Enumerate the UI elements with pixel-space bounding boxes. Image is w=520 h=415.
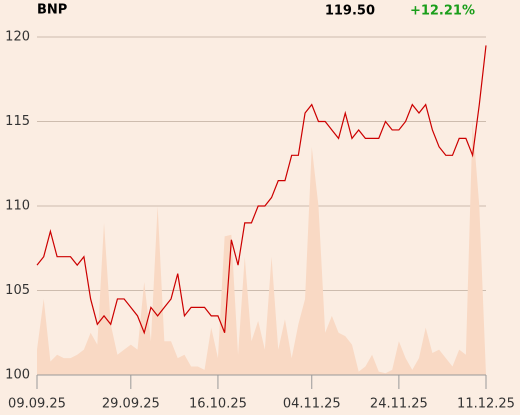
last-value: 119.50 bbox=[325, 4, 375, 19]
y-tick-label: 105 bbox=[5, 283, 30, 298]
x-tick-label: 24.11.25 bbox=[370, 397, 428, 412]
x-tick-label: 04.11.25 bbox=[283, 397, 341, 412]
y-tick-label: 115 bbox=[5, 114, 30, 129]
x-tick-label: 09.09.25 bbox=[8, 397, 66, 412]
chart-title: BNP bbox=[37, 3, 67, 18]
y-tick-label: 100 bbox=[5, 368, 30, 383]
x-tick-label: 29.09.25 bbox=[102, 397, 160, 412]
y-tick-label: 110 bbox=[5, 199, 30, 214]
price-line bbox=[36, 45, 487, 335]
change: +12.21% bbox=[410, 4, 475, 19]
x-tick-label: 11.12.25 bbox=[457, 397, 515, 412]
y-tick-label: 120 bbox=[5, 30, 30, 45]
x-tick-label: 16.10.25 bbox=[189, 397, 247, 412]
